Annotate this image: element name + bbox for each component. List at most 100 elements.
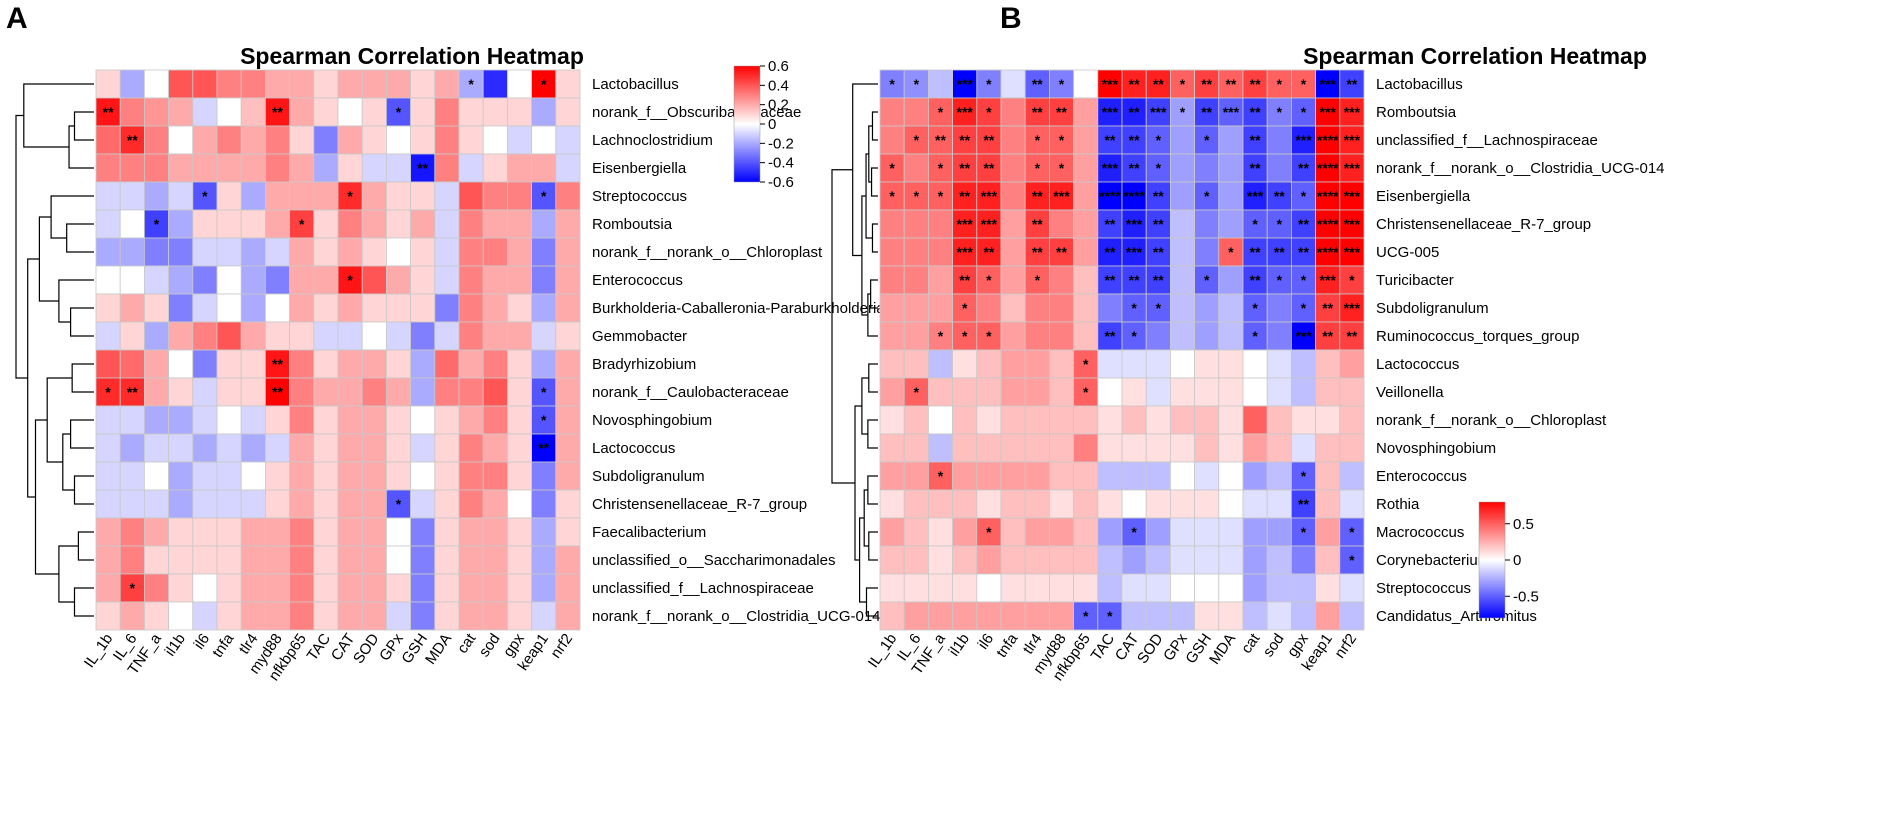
heatmap-cell [903,349,929,379]
row-label: Ruminococcus_torques_group [1376,328,1579,345]
heatmap-cell [976,377,1002,407]
dendrogram-branch [23,83,94,148]
heatmap-cell [482,209,508,239]
heatmap-cell [1170,153,1196,183]
heatmap-cell [1000,265,1026,295]
heatmap-cell [385,153,411,183]
heatmap-cell [458,489,484,519]
heatmap-cell [952,349,978,379]
significance-star: * [1277,104,1283,120]
significance-star: *** [1344,160,1361,176]
row-label: Candidatus_Arthromitus [1376,608,1537,625]
heatmap-cell [458,517,484,547]
significance-star: ** [1250,244,1261,260]
row-label: Novosphingobium [1376,440,1496,457]
heatmap-cell [240,601,266,631]
heatmap-cell [289,321,315,351]
heatmap-cell [216,125,242,155]
heatmap-cell [361,433,387,463]
heatmap-cell [928,573,954,603]
heatmap-cell [119,265,145,295]
heatmap-cell [506,293,532,323]
heatmap-cell [1315,545,1341,575]
heatmap-cell [95,321,121,351]
row-label: Burkholderia-Caballeronia-Paraburkholder… [592,300,885,317]
heatmap-cell [313,489,339,519]
heatmap-cell [119,517,145,547]
heatmap-cell [1194,349,1220,379]
heatmap-cell [1145,125,1171,155]
significance-star: * [468,76,474,92]
heatmap-cell [313,433,339,463]
heatmap-cell [531,601,557,631]
heatmap-cell [1194,293,1220,323]
heatmap-cell [289,265,315,295]
heatmap-cell [1073,265,1099,295]
heatmap-cell [1291,349,1317,379]
heatmap-cell [506,601,532,631]
heatmap-cell [95,349,121,379]
heatmap-cell [555,405,581,435]
significance-star: * [1083,356,1089,372]
significance-star: * [1252,216,1258,232]
heatmap-cell [1242,545,1268,575]
significance-star: * [986,328,992,344]
heatmap-cell [928,293,954,323]
heatmap-cell [1073,517,1099,547]
heatmap-cell [555,181,581,211]
colorbar-tick-label: 0.6 [768,58,789,75]
significance-star: *** [1126,216,1143,232]
heatmap-cell [482,265,508,295]
heatmap-cell [95,265,121,295]
heatmap-cell [337,237,363,267]
heatmap-cell [168,321,194,351]
dendrogram-branch [38,216,59,302]
significance-star: ** [272,104,283,120]
heatmap-cell [928,601,954,631]
heatmap-cell [1145,265,1171,295]
heatmap-cell [143,433,169,463]
heatmap-cell [1339,461,1365,491]
heatmap-cell [1049,265,1075,295]
column-label: TAC [1088,630,1119,664]
heatmap-cell [1194,237,1220,267]
heatmap-cell [216,433,242,463]
heatmap-cell [928,125,954,155]
row-label: Lactococcus [592,440,675,457]
heatmap-cell [952,489,978,519]
significance-star: *** [1320,272,1337,288]
heatmap-cell [1315,405,1341,435]
heatmap-cell [1218,433,1244,463]
heatmap-cell [289,573,315,603]
heatmap-cell [192,293,218,323]
row-label: UCG-005 [1376,244,1439,261]
heatmap-cell [168,601,194,631]
heatmap-cell [168,517,194,547]
heatmap-cell [1097,461,1123,491]
heatmap-cell [143,209,169,239]
heatmap-cell [192,69,218,99]
heatmap-cell [240,461,266,491]
heatmap-cell [482,293,508,323]
heatmap-cell [1218,489,1244,519]
heatmap-cell [337,433,363,463]
heatmap-cell [119,461,145,491]
heatmap-cell [289,181,315,211]
heatmap-cell [1339,489,1365,519]
heatmap-cell [1170,97,1196,127]
row-label: unclassified_f__Lachnospiraceae [592,580,814,597]
heatmap-cell [1000,349,1026,379]
heatmap-cell [506,517,532,547]
heatmap-cell [1121,601,1147,631]
heatmap-cell [240,433,266,463]
significance-star: * [105,384,111,400]
heatmap-cell [1145,321,1171,351]
heatmap-cell [289,69,315,99]
dendrogram-branch [870,167,878,197]
heatmap-cell [434,573,460,603]
heatmap-cell [1121,69,1147,99]
heatmap-cell [119,489,145,519]
heatmap-cell [143,489,169,519]
heatmap-cell [143,349,169,379]
heatmap-cell [879,69,905,99]
